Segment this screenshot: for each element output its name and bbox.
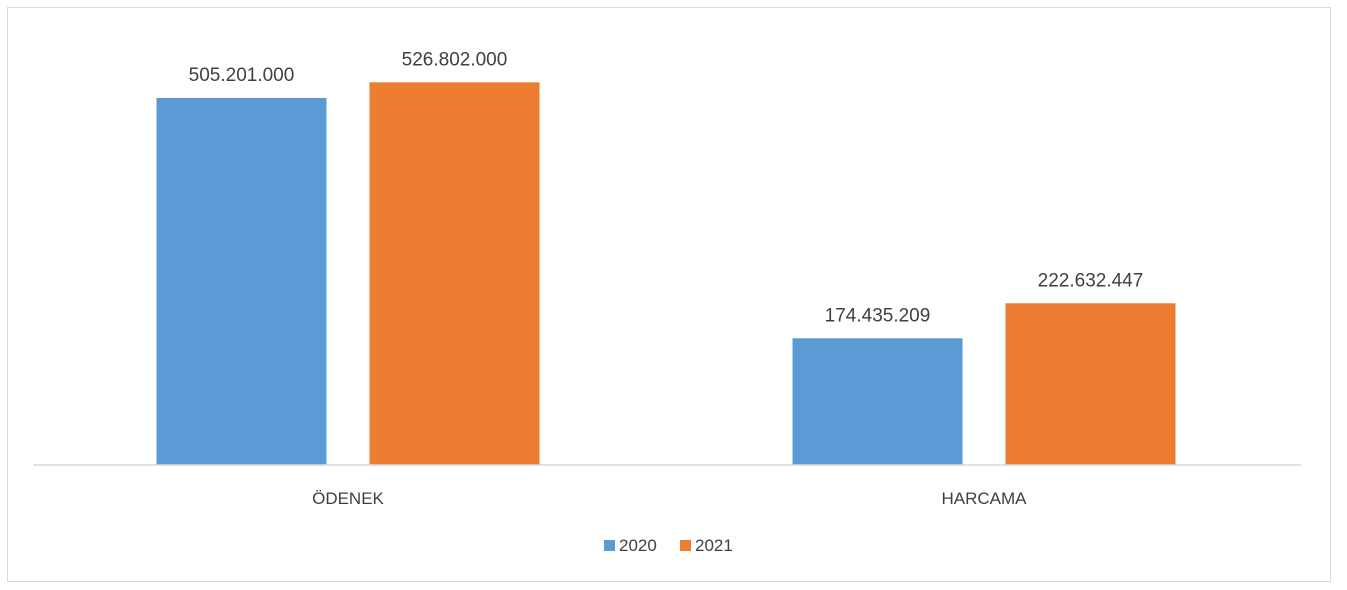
bar-2020-1 xyxy=(792,338,963,465)
bar-2021-0 xyxy=(369,82,540,465)
bars-layer xyxy=(156,82,1176,465)
legend-swatch-2020 xyxy=(604,540,615,551)
legend-label-2020: 2020 xyxy=(619,536,657,555)
data-label-2021-0: 526.802.000 xyxy=(402,49,508,70)
category-label-0: ÖDENEK xyxy=(312,489,384,508)
legend-swatch-2021 xyxy=(680,540,691,551)
data-label-2020-0: 505.201.000 xyxy=(189,65,295,86)
data-labels-layer: 505.201.000 526.802.000 174.435.209 222.632… xyxy=(189,49,1144,326)
legend: 2020 2021 xyxy=(604,536,733,555)
bar-2021-1 xyxy=(1005,303,1176,465)
category-labels-layer: ÖDENEK HARCAMA xyxy=(312,489,1027,508)
bar-2020-0 xyxy=(156,98,327,465)
category-label-1: HARCAMA xyxy=(941,489,1027,508)
data-label-2021-1: 222.632.447 xyxy=(1038,270,1144,291)
legend-label-2021: 2021 xyxy=(695,536,733,555)
data-label-2020-1: 174.435.209 xyxy=(825,305,931,326)
